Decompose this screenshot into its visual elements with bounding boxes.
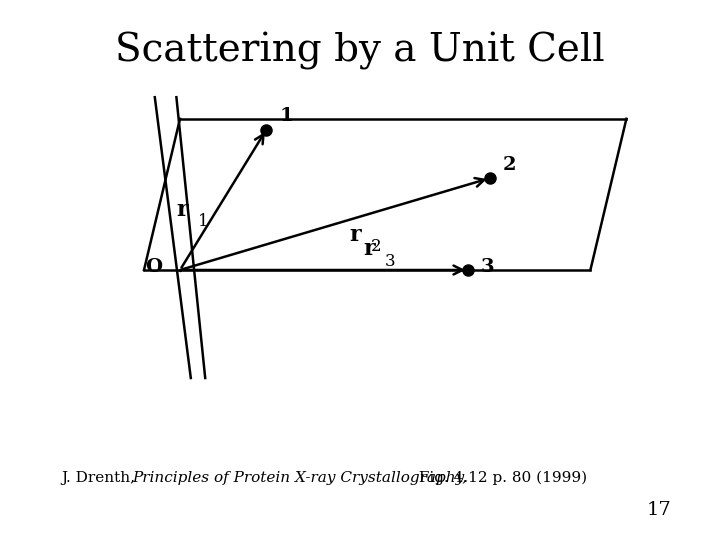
Text: r: r <box>176 199 188 220</box>
Text: J. Drenth,: J. Drenth, <box>61 471 140 485</box>
Text: O: O <box>145 258 162 276</box>
Text: r: r <box>349 224 361 246</box>
Text: Principles of Protein X-ray Crystallography,: Principles of Protein X-ray Crystallogra… <box>132 471 467 485</box>
Text: 1: 1 <box>198 213 209 230</box>
Text: 2: 2 <box>503 156 516 174</box>
Text: 3: 3 <box>385 253 396 270</box>
Text: 2: 2 <box>371 238 382 255</box>
Text: Scattering by a Unit Cell: Scattering by a Unit Cell <box>115 32 605 70</box>
Text: Fig. 4.12 p. 80 (1999): Fig. 4.12 p. 80 (1999) <box>414 471 587 485</box>
Text: 1: 1 <box>279 107 293 125</box>
Text: r: r <box>364 239 375 260</box>
Text: 3: 3 <box>481 258 495 276</box>
Text: 17: 17 <box>647 501 671 519</box>
